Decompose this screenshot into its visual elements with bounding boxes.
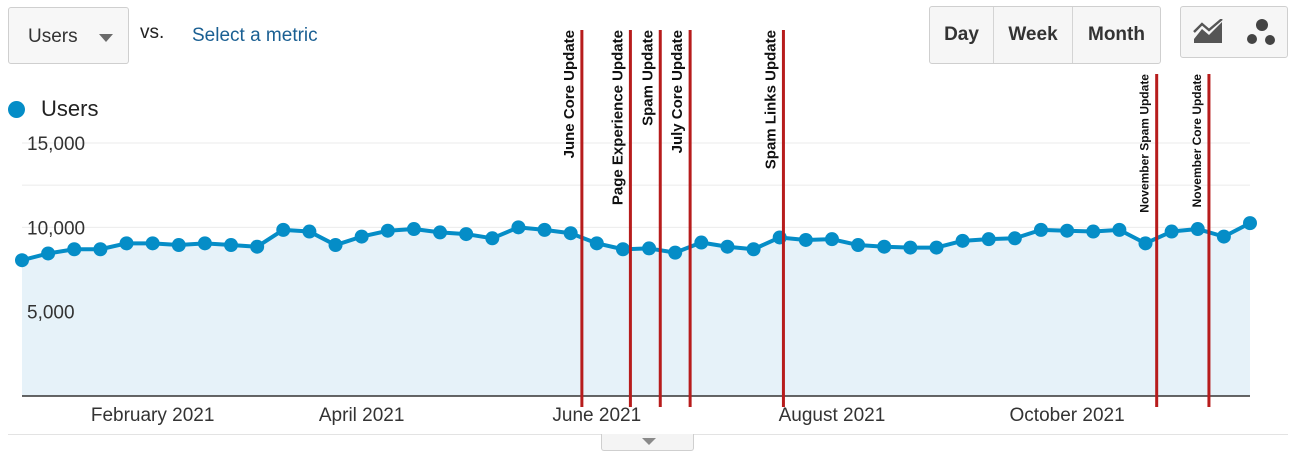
data-point	[981, 232, 996, 247]
data-point	[93, 242, 108, 257]
data-point	[41, 246, 56, 261]
motion-chart-button[interactable]	[1234, 7, 1287, 57]
data-point	[224, 238, 239, 253]
period-month-button[interactable]: Month	[1088, 24, 1145, 45]
data-point	[171, 238, 186, 253]
annotation-label: November Spam Update	[1138, 74, 1152, 213]
data-point	[1190, 222, 1205, 237]
line-chart-icon	[1192, 19, 1223, 43]
data-point	[197, 236, 212, 251]
data-point	[511, 220, 526, 235]
x-tick-label: April 2021	[319, 405, 405, 426]
data-point	[537, 222, 552, 237]
period-week-button[interactable]: Week	[994, 7, 1073, 63]
data-point	[877, 239, 892, 254]
data-point	[1007, 231, 1022, 246]
data-point	[380, 223, 395, 238]
data-point	[354, 229, 369, 244]
data-point	[485, 231, 500, 246]
data-point	[119, 236, 134, 251]
data-point	[589, 236, 604, 251]
x-tick-label: October 2021	[1010, 405, 1125, 426]
data-point	[433, 225, 448, 240]
data-point	[694, 235, 709, 250]
vs-label: vs.	[140, 22, 165, 43]
data-point	[1060, 223, 1075, 238]
data-point	[276, 222, 291, 237]
data-point	[145, 236, 160, 251]
data-point	[1216, 229, 1231, 244]
data-point	[615, 242, 630, 257]
data-point	[406, 222, 421, 237]
line-chart-button[interactable]	[1181, 7, 1234, 57]
y-tick-label: 15,000	[27, 134, 85, 155]
x-tick-label: February 2021	[91, 405, 215, 426]
data-point	[1033, 222, 1048, 237]
annotation-label: June Core Update	[561, 30, 578, 158]
chevron-down-icon	[99, 34, 113, 42]
data-point	[563, 226, 578, 241]
data-point	[851, 238, 866, 253]
x-tick-label: June 2021	[552, 405, 641, 426]
data-point	[720, 239, 735, 254]
data-point	[903, 240, 918, 255]
data-point	[328, 238, 343, 253]
select-metric-link[interactable]: Select a metric	[192, 25, 318, 46]
annotation-label: November Core Update	[1190, 74, 1204, 208]
data-point	[642, 241, 657, 256]
data-point	[1243, 216, 1257, 231]
period-day-button[interactable]: Day	[930, 7, 994, 63]
data-point	[824, 232, 839, 247]
data-point	[955, 233, 970, 248]
data-point	[798, 232, 813, 247]
motion-chart-icon	[1246, 19, 1275, 45]
data-point	[1164, 224, 1179, 239]
primary-metric-select[interactable]: Users	[8, 7, 129, 64]
primary-metric-label: Users	[28, 26, 78, 47]
data-point	[250, 239, 265, 254]
y-tick-label: 5,000	[27, 303, 75, 324]
annotation-label: Page Experience Update	[609, 30, 626, 205]
legend-label-users: Users	[41, 96, 99, 121]
annotation-label: Spam Links Update	[762, 30, 779, 169]
expand-chart-handle[interactable]	[601, 434, 694, 451]
data-point	[929, 240, 944, 255]
data-point	[1112, 222, 1127, 237]
data-point	[746, 242, 761, 257]
period-toggle: Day Week Month	[929, 6, 1161, 64]
chart-legend: Users	[8, 96, 98, 122]
chevron-down-icon	[642, 438, 656, 445]
data-point	[1138, 236, 1153, 251]
data-point	[1086, 224, 1101, 239]
data-point	[668, 245, 683, 260]
annotation-label: Spam Update	[639, 30, 656, 126]
x-tick-label: August 2021	[779, 405, 886, 426]
data-point	[459, 227, 474, 242]
chart-type-toggle	[1180, 6, 1288, 58]
annotation-label: July Core Update	[669, 30, 686, 153]
data-point	[67, 242, 82, 257]
y-tick-label: 10,000	[27, 218, 85, 239]
data-point	[302, 224, 317, 239]
data-point	[15, 253, 29, 268]
series-area-users	[22, 223, 1250, 396]
legend-swatch-users	[8, 100, 25, 118]
